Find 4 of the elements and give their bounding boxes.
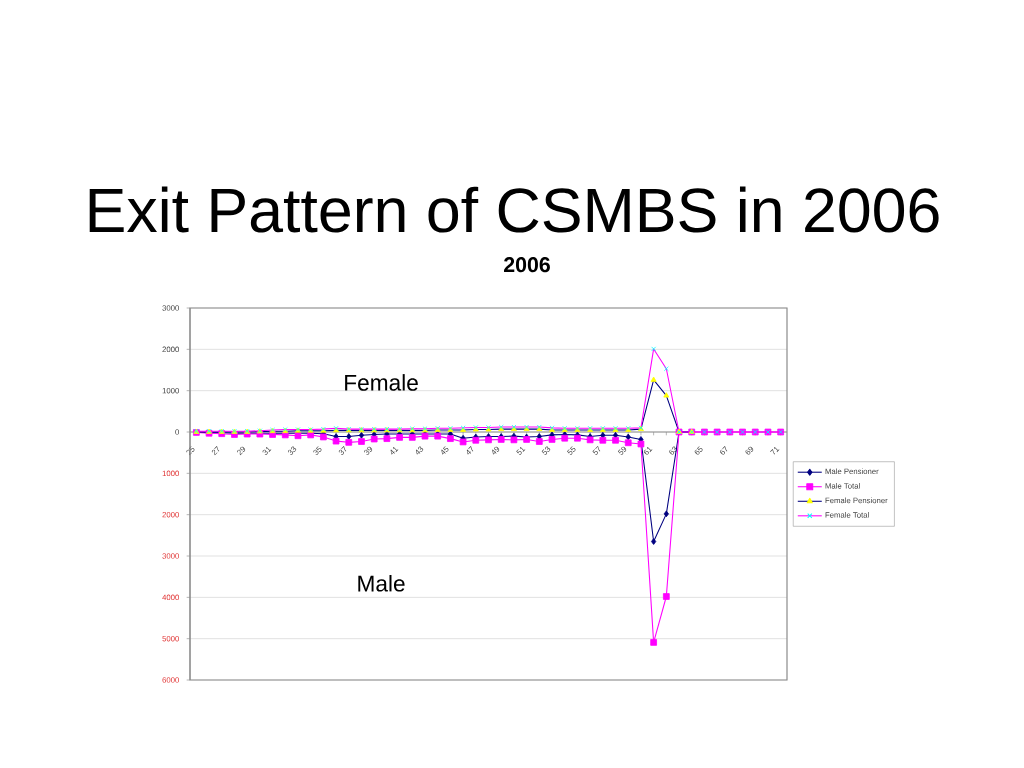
chart-subtitle: 2006: [504, 257, 550, 273]
chart-title: Exit Pattern of CSMBS in 2006: [89, 186, 939, 233]
annotation: Male: [358, 574, 405, 592]
annotation: Female: [345, 374, 418, 391]
